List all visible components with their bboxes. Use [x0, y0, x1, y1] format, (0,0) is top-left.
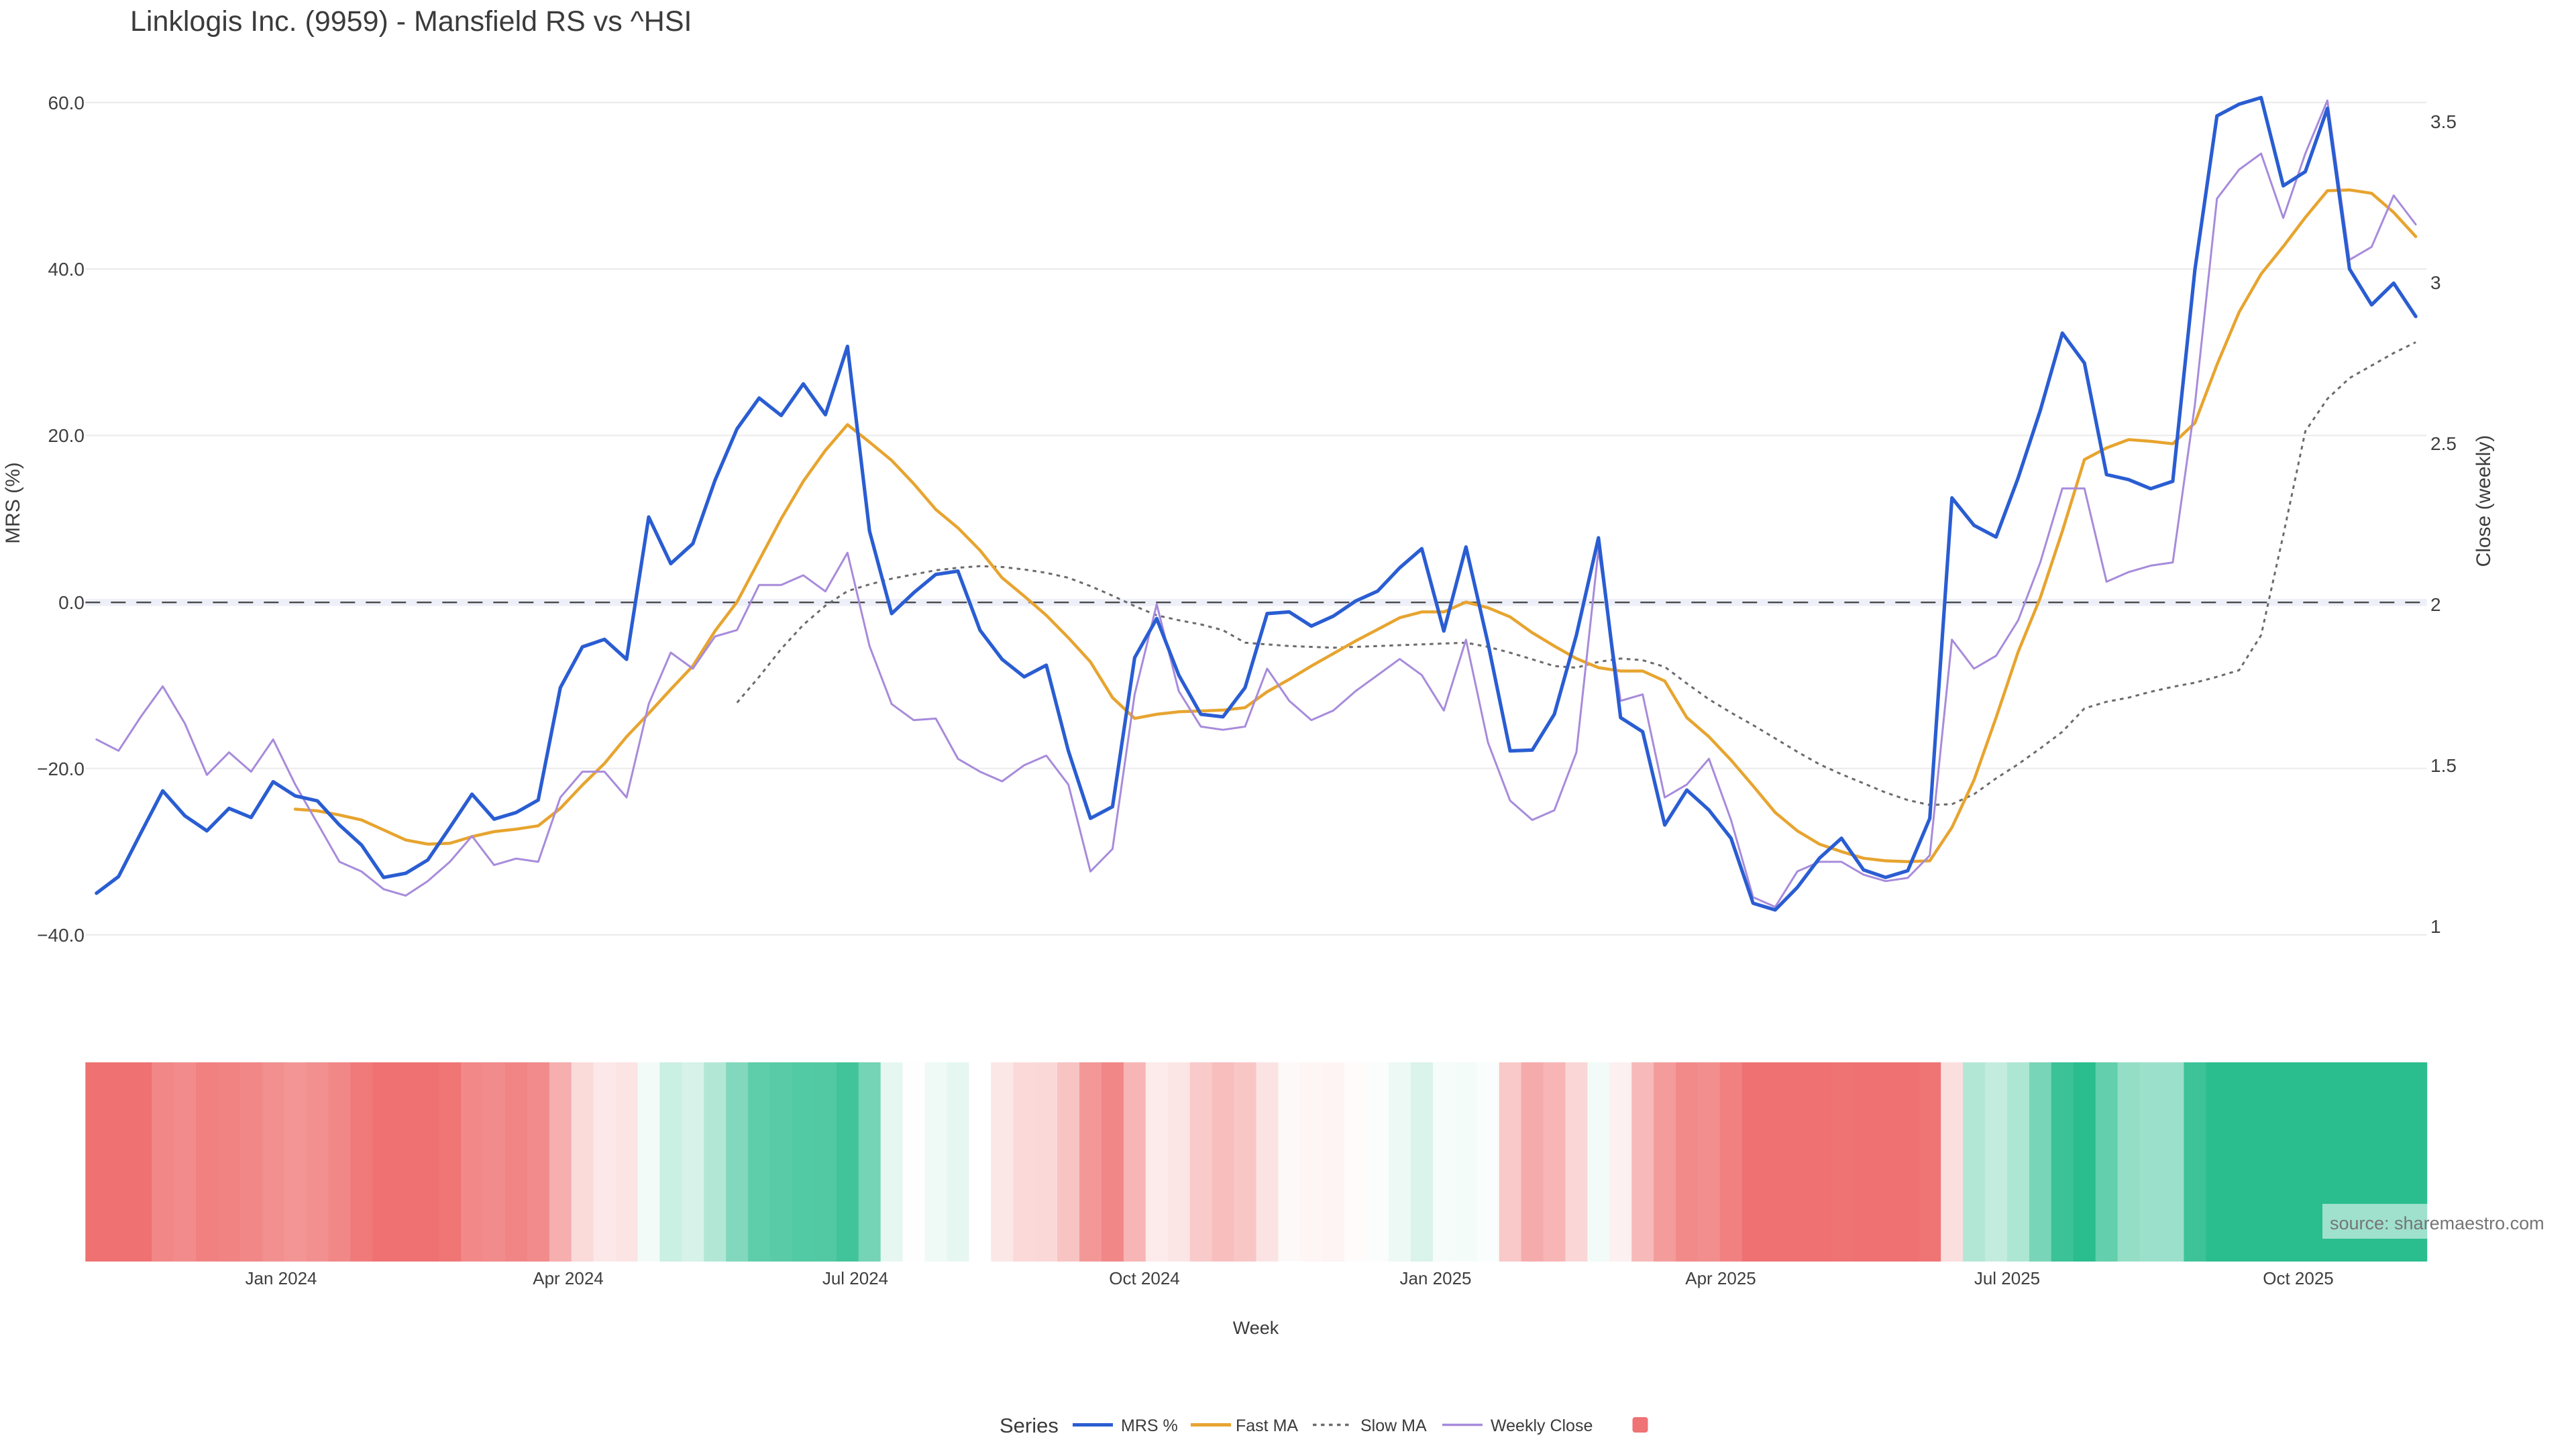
- svg-text:Jan 2025: Jan 2025: [1400, 1268, 1472, 1288]
- svg-text:Fast MA: Fast MA: [1236, 1416, 1298, 1435]
- svg-text:Apr 2025: Apr 2025: [1685, 1268, 1756, 1288]
- svg-text:−40.0: −40.0: [37, 925, 85, 946]
- svg-text:Weekly Close: Weekly Close: [1491, 1416, 1593, 1435]
- svg-text:1: 1: [2430, 916, 2441, 937]
- svg-text:Apr 2024: Apr 2024: [533, 1268, 604, 1288]
- svg-text:Jul 2024: Jul 2024: [822, 1268, 888, 1288]
- svg-text:Linklogis Inc. (9959) - Mansfi: Linklogis Inc. (9959) - Mansfield RS vs …: [130, 5, 692, 38]
- svg-text:3.5: 3.5: [2430, 111, 2457, 132]
- svg-text:2.5: 2.5: [2430, 433, 2457, 454]
- svg-text:Series: Series: [1000, 1414, 1059, 1437]
- svg-text:−20.0: −20.0: [37, 759, 85, 779]
- svg-text:3: 3: [2430, 272, 2441, 293]
- svg-text:MRS %: MRS %: [1121, 1416, 1178, 1435]
- svg-text:0.0: 0.0: [58, 592, 85, 613]
- svg-text:Jul 2025: Jul 2025: [1974, 1268, 2040, 1288]
- svg-text:Close (weekly): Close (weekly): [2473, 435, 2495, 567]
- svg-text:Slow MA: Slow MA: [1360, 1416, 1427, 1435]
- svg-text:60.0: 60.0: [48, 93, 85, 113]
- svg-text:Jan 2024: Jan 2024: [246, 1268, 317, 1288]
- svg-text:Week: Week: [1233, 1318, 1279, 1338]
- svg-text:2: 2: [2430, 594, 2441, 615]
- svg-text:source: sharemaestro.com: source: sharemaestro.com: [2330, 1213, 2544, 1233]
- svg-text:1.5: 1.5: [2430, 755, 2457, 776]
- svg-text:40.0: 40.0: [48, 259, 85, 280]
- svg-text:Oct 2025: Oct 2025: [2263, 1268, 2334, 1288]
- svg-text:MRS (%): MRS (%): [2, 462, 24, 544]
- svg-text:20.0: 20.0: [48, 425, 85, 446]
- svg-text:Oct 2024: Oct 2024: [1109, 1268, 1180, 1288]
